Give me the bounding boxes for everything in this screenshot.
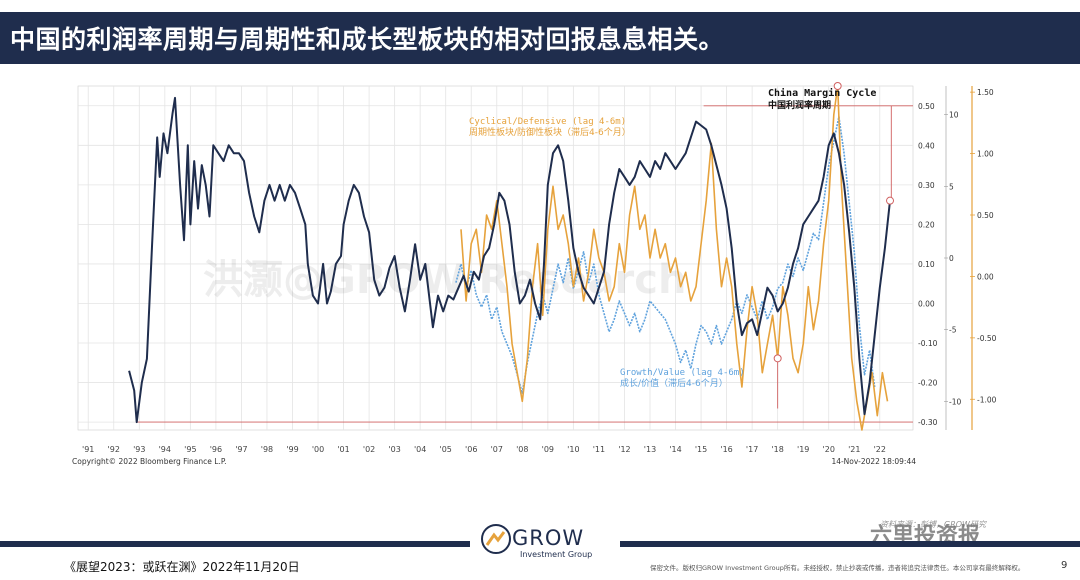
reference-marker	[886, 196, 895, 205]
x-tick-label: '09	[542, 445, 554, 454]
x-tick-label: '91	[82, 445, 94, 454]
x-tick-label: '99	[286, 445, 298, 454]
x-tick-label: '98	[261, 445, 273, 454]
axis2-tick-label: -5	[949, 326, 957, 335]
growth-label: Growth/Value (lag 4-6m)	[620, 368, 745, 378]
axis3-tick-label: 1.00	[977, 150, 994, 159]
x-tick-label: '97	[235, 445, 247, 454]
axis1-tick-label: 0.40	[918, 141, 935, 150]
axis3-tick-label: 0.50	[977, 211, 994, 220]
x-tick-label: '15	[695, 445, 707, 454]
x-tick-label: '19	[797, 445, 809, 454]
x-tick-label: '95	[184, 445, 196, 454]
slide-title: 中国的利润率周期与周期性和成长型板块的相对回报息息相关。	[10, 25, 725, 54]
axis1-tick-label: -0.20	[918, 379, 938, 388]
axis3-tick-label: 0.00	[977, 272, 994, 281]
footer-report-title: 《展望2023：或跃在渊》2022年11月20日	[64, 560, 300, 574]
margin-cycle-line	[128, 96, 891, 424]
reference-marker	[773, 354, 782, 363]
axis1-tick-label: -0.30	[918, 418, 938, 427]
logo-subtitle: Investment Group	[520, 550, 593, 559]
margin-cycle-chart: '91 '92 '93 '94 '95 '96 '97 '98 '99 '00 '01 '02 '03 '…	[72, 82, 997, 466]
axis1-tick-label: 0.00	[918, 299, 935, 308]
axis3-tick-label: -0.50	[977, 334, 997, 343]
x-tick-label: '17	[746, 445, 758, 454]
axis1-tick-label: 0.30	[918, 181, 935, 190]
axis2-tick-label: -10	[949, 397, 961, 406]
x-tick-label: '93	[133, 445, 145, 454]
footer-disclaimer: 保密文件。版权归GROW Investment Group所有。未经授权，禁止抄…	[650, 564, 1025, 572]
cyclical-label: Cyclical/Defensive (lag 4-6m)	[469, 117, 626, 127]
x-tick-label: '16	[720, 445, 732, 454]
axis2-tick-label: 5	[949, 182, 954, 191]
chart-title-cn: 中国利润率周期	[768, 99, 831, 111]
chart-copyright: Copyright© 2022 Bloomberg Finance L.P.	[72, 457, 227, 466]
x-tick-label: '22	[874, 445, 886, 454]
title-bar: 中国的利润率周期与周期性和成长型板块的相对回报息息相关。	[0, 12, 1080, 64]
x-tick-label: '08	[516, 445, 528, 454]
x-tick-label: '03	[388, 445, 400, 454]
footer-line-left	[0, 541, 470, 547]
x-tick-label: '02	[363, 445, 375, 454]
axis1-tick-label: 0.10	[918, 260, 935, 269]
x-tick-label: '10	[567, 445, 579, 454]
chart-watermark: 洪灏@GROW Research	[203, 257, 686, 303]
axis1-tick-label: 0.50	[918, 102, 935, 111]
x-tick-label: '01	[337, 445, 349, 454]
grow-logo	[481, 523, 611, 563]
growth-label-cn: 成长/价值（滞后4-6个月）	[620, 377, 728, 389]
x-tick-label: '94	[159, 445, 171, 454]
cyclical-label-cn: 周期性板块/防御性板块（滞后4-6个月）	[469, 126, 631, 138]
chart-area: '91 '92 '93 '94 '95 '96 '97 '98 '99 '00 '01 '02 '03 '…	[68, 78, 1010, 483]
axis3-tick-label: 1.50	[977, 88, 994, 97]
footer-line-right	[620, 541, 1080, 547]
x-tick-label: '14	[669, 445, 681, 454]
axis1-tick-label: -0.10	[918, 339, 938, 348]
x-tick-label: '12	[618, 445, 630, 454]
grow-logo-icon	[481, 524, 511, 554]
x-tick-label: '21	[848, 445, 860, 454]
x-tick-label: '11	[593, 445, 605, 454]
axis1-tick-label: 0.20	[918, 220, 935, 229]
chart-title: China Margin Cycle	[768, 87, 876, 99]
page-number: 9	[1061, 560, 1068, 571]
axis3-tick-label: -1.00	[977, 395, 997, 404]
axis2-tick-label: 0	[949, 254, 954, 263]
reference-marker	[833, 82, 842, 90]
x-tick-label: '96	[210, 445, 222, 454]
axis2-tick-label: 10	[949, 111, 959, 120]
x-tick-label: '00	[312, 445, 324, 454]
x-tick-label: '07	[491, 445, 503, 454]
x-tick-label: '13	[644, 445, 656, 454]
logo-word: GROW	[512, 526, 585, 550]
chart-timestamp: 14-Nov-2022 18:09:44	[831, 457, 916, 466]
x-tick-label: '06	[465, 445, 477, 454]
plot-frame	[77, 85, 914, 431]
x-tick-label: '92	[108, 445, 120, 454]
x-tick-label: '04	[414, 445, 426, 454]
x-tick-label: '20	[823, 445, 835, 454]
x-tick-label: '18	[771, 445, 783, 454]
source-note: 资料来源：彭博，GROW研究	[880, 520, 986, 529]
x-tick-label: '05	[440, 445, 452, 454]
